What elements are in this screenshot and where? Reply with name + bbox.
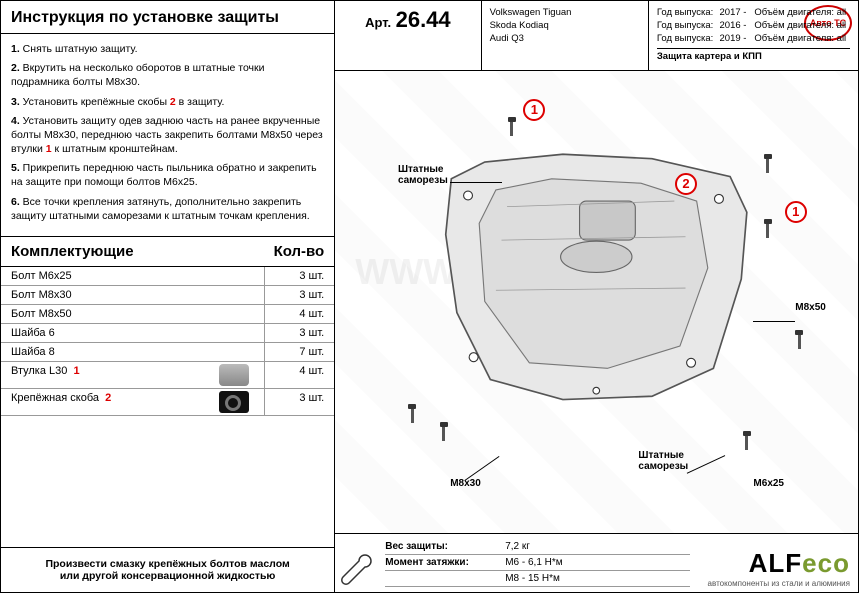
leader-line bbox=[687, 455, 725, 474]
logo-subtitle: автокомпоненты из стали и алюминия bbox=[708, 579, 850, 588]
spec-table: Вес защиты:7,2 кг Момент затяжки:М6 - 6,… bbox=[375, 534, 699, 592]
torque-val-1: М6 - 6,1 Н*м bbox=[505, 557, 562, 568]
logo-alf: ALF bbox=[749, 548, 803, 578]
table-row: Крепёжная скоба 23 шт. bbox=[1, 389, 334, 416]
year-row: Год выпуска: 2019 - Объём двигателя: all bbox=[657, 33, 850, 46]
leader-line bbox=[450, 182, 502, 183]
step-4: 4. Установить защиту одев заднюю часть н… bbox=[11, 114, 324, 157]
bolt-icon bbox=[508, 117, 516, 137]
bolt-icon bbox=[764, 154, 772, 174]
instructions-body: 1. Снять штатную защиту. 2. Вкрутить на … bbox=[1, 34, 334, 237]
torque-val-2: М8 - 15 Н*м bbox=[505, 573, 560, 584]
components-title: Комплектующие bbox=[11, 243, 134, 260]
bolt-icon bbox=[764, 219, 772, 239]
label-m6x25: М6х25 bbox=[753, 478, 784, 489]
vehicles-block: Volkswagen TiguanSkoda KodiaqAudi Q3 bbox=[482, 1, 649, 70]
torque-key: Момент затяжки: bbox=[385, 557, 505, 568]
page: Инструкция по установке защиты 1. Снять … bbox=[0, 0, 859, 593]
diagram-area: WWW.AUTOTC.RU 1 2 bbox=[335, 71, 858, 533]
logo-eco: eco bbox=[802, 548, 850, 578]
right-header: Арт. 26.44 Volkswagen TiguanSkoda Kodiaq… bbox=[335, 1, 858, 71]
callout-1-right: 1 bbox=[785, 201, 807, 223]
weight-key: Вес защиты: bbox=[385, 541, 505, 552]
label-screws-2: Штатные саморезы bbox=[638, 450, 688, 472]
table-row: Шайба 63 шт. bbox=[1, 324, 334, 343]
leader-line bbox=[464, 456, 499, 481]
step-1: 1. Снять штатную защиту. bbox=[11, 42, 324, 56]
label-m8x50: М8х50 bbox=[795, 302, 826, 313]
bolt-icon bbox=[440, 422, 448, 442]
bolt-icon bbox=[795, 330, 803, 350]
right-footer: Вес защиты:7,2 кг Момент затяжки:М6 - 6,… bbox=[335, 533, 858, 592]
instructions-title: Инструкция по установке защиты bbox=[1, 1, 334, 34]
year-row: Год выпуска: 2017 - Объём двигателя: all bbox=[657, 7, 850, 20]
leader-line bbox=[753, 321, 795, 322]
article-block: Арт. 26.44 bbox=[335, 1, 481, 70]
callout-1-left: 1 bbox=[523, 99, 545, 121]
wrench-icon bbox=[335, 547, 375, 592]
table-row: Втулка L30 14 шт. bbox=[1, 362, 334, 389]
components-table: Болт М6х253 шт.Болт М8х303 шт.Болт М8х50… bbox=[1, 267, 334, 416]
step-5: 5. Прикрепить переднюю часть пыльника об… bbox=[11, 161, 324, 189]
step-3: 3. Установить крепёжные скобы 2 в защиту… bbox=[11, 95, 324, 109]
left-column: Инструкция по установке защиты 1. Снять … bbox=[1, 1, 335, 592]
vehicle-name: Audi Q3 bbox=[490, 33, 640, 46]
alfeco-logo: ALFeco автокомпоненты из стали и алюмини… bbox=[700, 544, 858, 592]
note-line-1: Произвести смазку крепёжных болтов масло… bbox=[11, 558, 324, 570]
article-label: Арт. bbox=[365, 15, 391, 30]
vehicle-name: Volkswagen Tiguan bbox=[490, 7, 640, 20]
components-header: Комплектующие Кол-во bbox=[1, 237, 334, 267]
table-row: Болт М8х504 шт. bbox=[1, 305, 334, 324]
vehicle-name: Skoda Kodiaq bbox=[490, 20, 640, 33]
lubrication-note: Произвести смазку крепёжных болтов масло… bbox=[1, 547, 334, 592]
years-block: Год выпуска: 2017 - Объём двигателя: all… bbox=[649, 1, 858, 70]
callout-2: 2 bbox=[675, 173, 697, 195]
article-number: 26.44 bbox=[396, 7, 451, 32]
skid-plate-drawing bbox=[429, 136, 764, 422]
note-line-2: или другой консервационной жидкостью bbox=[11, 570, 324, 582]
right-column: Авто TC Арт. 26.44 Volkswagen TiguanSkod… bbox=[335, 1, 858, 592]
table-row: Болт М6х253 шт. bbox=[1, 267, 334, 286]
step-6: 6. Все точки крепления затянуть, дополни… bbox=[11, 195, 324, 223]
table-row: Шайба 87 шт. bbox=[1, 343, 334, 362]
label-screws-1: Штатные саморезы bbox=[398, 164, 448, 186]
table-row: Болт М8х303 шт. bbox=[1, 286, 334, 305]
protection-type: Защита картера и КПП bbox=[657, 48, 850, 64]
bolt-icon bbox=[408, 404, 416, 424]
logo-text: ALFeco bbox=[708, 548, 850, 579]
components-qty-header: Кол-во bbox=[274, 243, 325, 260]
step-2: 2. Вкрутить на несколько оборотов в штат… bbox=[11, 61, 324, 89]
year-row: Год выпуска: 2016 - Объём двигателя: all bbox=[657, 20, 850, 33]
bolt-icon bbox=[743, 431, 751, 451]
weight-val: 7,2 кг bbox=[505, 541, 530, 552]
